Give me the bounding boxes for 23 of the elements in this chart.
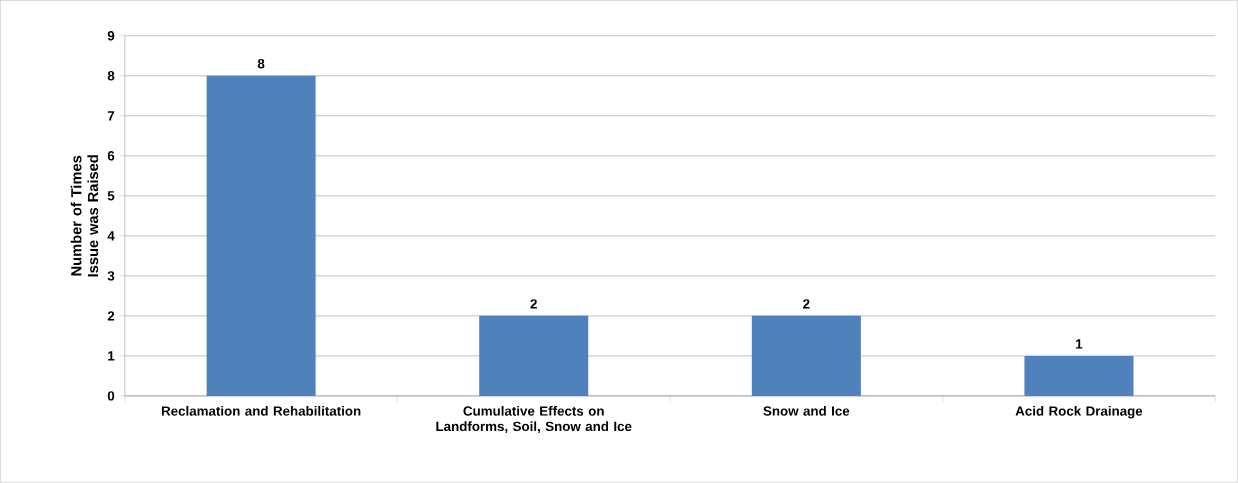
x-tick-label: Acid Rock Drainage (1015, 406, 1143, 419)
y-tick-label: 2 (107, 311, 115, 321)
bar (479, 316, 589, 397)
y-tick-label: 3 (107, 271, 115, 281)
y-tick-label: 5 (107, 191, 115, 201)
x-tick-label: Snow and Ice (763, 406, 850, 416)
bar (751, 316, 861, 397)
y-tick-label: 9 (107, 31, 115, 41)
x-tick-label: Cumulative Effects on Landforms, Soil, Snow and Ice (436, 406, 632, 434)
bar (206, 75, 316, 397)
y-tick-label: 1 (108, 351, 115, 361)
data-label: 2 (803, 299, 810, 309)
y-tick-label: 0 (107, 391, 115, 401)
y-tick-label: 7 (107, 111, 115, 121)
y-tick-label: 4 (107, 231, 115, 241)
x-tick-label: Reclamation and Rehabilitation (161, 406, 361, 416)
bar (1024, 356, 1134, 397)
y-axis-title: Number of Times Issue was Raised (70, 155, 99, 277)
data-label: 2 (530, 299, 537, 309)
data-label: 8 (257, 59, 265, 69)
data-label: 1 (1076, 339, 1083, 349)
y-tick-label: 8 (107, 71, 115, 81)
y-tick-label: 6 (107, 151, 115, 161)
